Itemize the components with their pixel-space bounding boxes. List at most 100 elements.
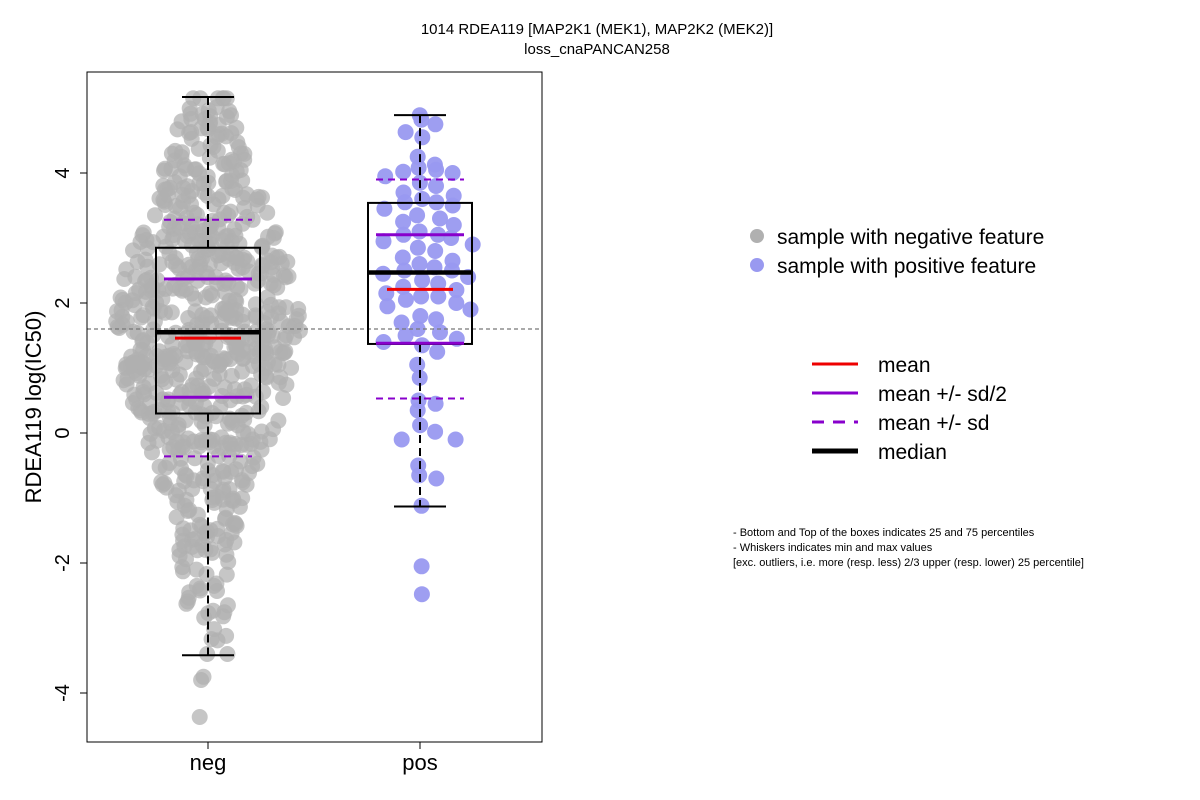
data-point-neg xyxy=(163,145,180,162)
legend-dot-1 xyxy=(750,258,764,272)
data-point-pos xyxy=(414,272,431,289)
data-point-neg xyxy=(117,294,134,311)
data-point-pos xyxy=(379,298,396,315)
data-point-pos xyxy=(428,311,445,328)
data-point-neg xyxy=(133,309,150,326)
data-point-pos xyxy=(429,343,446,360)
data-point-neg xyxy=(175,520,192,537)
data-point-neg xyxy=(232,281,249,298)
data-point-neg xyxy=(197,289,214,306)
data-point-neg xyxy=(191,709,208,725)
data-point-neg xyxy=(270,412,287,429)
data-point-neg xyxy=(277,269,294,286)
data-point-neg xyxy=(255,384,272,400)
data-point-neg xyxy=(167,487,184,504)
data-point-neg xyxy=(132,233,149,250)
data-point-pos xyxy=(430,288,447,305)
data-point-neg xyxy=(194,105,211,122)
data-point-neg xyxy=(195,668,212,685)
data-point-neg xyxy=(118,261,135,278)
data-point-pos xyxy=(395,213,412,230)
x-tick-label-pos: pos xyxy=(402,750,437,775)
data-point-neg xyxy=(202,307,219,324)
data-point-neg xyxy=(265,277,282,294)
data-point-neg xyxy=(219,646,236,662)
data-point-pos xyxy=(445,217,462,233)
data-point-neg xyxy=(144,280,161,297)
data-point-neg xyxy=(275,390,292,406)
note-1: - Whiskers indicates min and max values xyxy=(733,542,933,554)
data-point-neg xyxy=(154,476,171,493)
data-point-neg xyxy=(181,502,198,518)
data-point-pos xyxy=(428,470,445,487)
data-point-neg xyxy=(115,372,132,389)
data-point-pos xyxy=(432,324,448,341)
y-tick-label: -4 xyxy=(52,684,74,702)
data-point-neg xyxy=(184,237,200,254)
data-point-neg xyxy=(192,580,209,597)
data-point-neg xyxy=(171,168,188,185)
data-point-neg xyxy=(226,514,243,531)
data-point-neg xyxy=(154,391,171,408)
data-point-pos xyxy=(414,337,431,354)
data-point-neg xyxy=(181,124,198,141)
data-point-neg xyxy=(240,263,257,280)
data-point-neg xyxy=(164,280,181,297)
data-point-pos xyxy=(410,159,427,176)
note-2: [exc. outliers, i.e. more (resp. less) 2… xyxy=(733,557,1084,569)
legend-line-label-3: median xyxy=(878,441,947,464)
data-point-neg xyxy=(238,476,255,493)
data-point-pos xyxy=(413,586,430,603)
legend-label-0: sample with negative feature xyxy=(777,226,1044,249)
data-point-pos xyxy=(430,275,447,292)
data-point-pos xyxy=(443,230,460,246)
data-point-pos xyxy=(428,178,444,194)
data-point-pos xyxy=(393,314,410,331)
data-point-neg xyxy=(236,249,253,266)
data-point-neg xyxy=(192,90,209,107)
data-point-pos xyxy=(393,431,410,448)
data-point-neg xyxy=(218,566,235,583)
data-point-pos xyxy=(377,168,394,185)
data-point-pos xyxy=(397,327,414,344)
legend-dot-0 xyxy=(750,229,764,243)
data-point-neg xyxy=(175,193,192,210)
data-point-pos xyxy=(409,207,426,224)
data-point-neg xyxy=(234,363,250,380)
stats-layer xyxy=(87,95,542,657)
legend-points: sample with negative feature sample with … xyxy=(750,226,1044,278)
data-point-neg xyxy=(228,461,244,478)
x-axis: neg pos xyxy=(190,742,438,775)
data-point-neg xyxy=(166,220,183,237)
data-point-neg xyxy=(141,361,158,378)
data-point-neg xyxy=(155,192,172,208)
data-point-neg xyxy=(224,167,240,184)
data-point-pos xyxy=(411,256,428,272)
data-point-pos xyxy=(414,191,431,207)
data-point-neg xyxy=(218,109,235,126)
data-point-pos xyxy=(414,129,431,146)
data-point-neg xyxy=(278,327,294,344)
data-point-pos xyxy=(428,161,445,178)
data-point-neg xyxy=(234,313,251,330)
data-point-neg xyxy=(277,343,294,360)
data-point-neg xyxy=(253,366,270,383)
data-point-neg xyxy=(162,355,179,372)
data-point-neg xyxy=(283,359,300,376)
data-point-neg xyxy=(149,432,166,449)
y-tick-label: 4 xyxy=(52,167,74,178)
data-point-neg xyxy=(175,532,192,549)
data-point-neg xyxy=(206,577,223,594)
data-point-neg xyxy=(190,140,207,157)
data-point-pos xyxy=(448,295,465,311)
data-point-neg xyxy=(180,310,197,326)
data-point-neg xyxy=(154,290,171,307)
data-point-pos xyxy=(427,116,444,133)
data-point-neg xyxy=(199,188,216,204)
data-point-neg xyxy=(250,403,267,420)
data-point-pos xyxy=(413,558,430,575)
legend-line-label-0: mean xyxy=(878,354,931,377)
data-point-neg xyxy=(213,353,230,370)
y-axis-label: RDEA119 log(IC50) xyxy=(21,311,46,504)
